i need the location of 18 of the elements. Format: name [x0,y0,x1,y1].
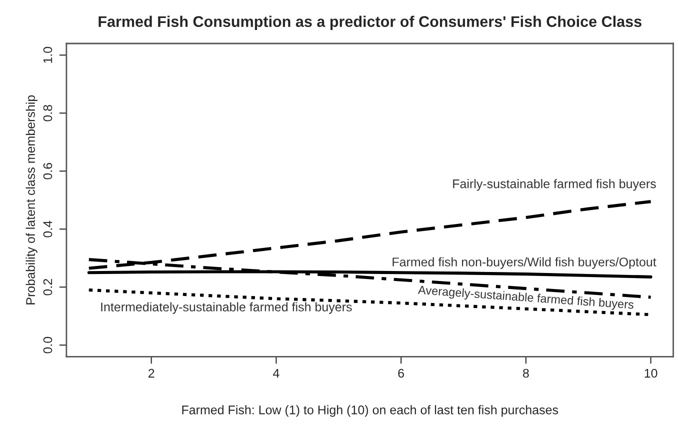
y-tick-label: 0.0 [43,336,52,354]
x-axis-title: Farmed Fish: Low (1) to High (10) on each of last ten fish purchases [182,405,558,417]
x-tick-label: 10 [644,368,658,378]
y-tick-label: 0.2 [43,279,52,296]
series-label: Farmed fish non-buyers/Wild fish buyers/Optout [392,257,656,269]
y-axis-title: Probability of latent class membership [26,95,38,304]
y-tick-label: 1.0 [43,46,52,63]
y-tick-label: 0.8 [43,104,52,122]
series-label: Intermediately-sustainable farmed fish buyers [101,302,352,314]
y-tick-label: 0.6 [43,162,52,180]
x-tick-label: 2 [148,368,154,378]
series-label: Fairly-sustainable farmed fish buyers [453,179,656,191]
x-tick-label: 4 [273,368,280,378]
x-tick-label: 6 [398,368,404,378]
x-tick-label: 8 [522,368,529,378]
series-label: Averagely-sustainable farmed fish buyers [418,285,634,312]
y-tick-label: 0.4 [43,220,52,238]
chart-title: Farmed Fish Consumption as a predictor of Consumers' Fish Choice Class [98,16,642,30]
